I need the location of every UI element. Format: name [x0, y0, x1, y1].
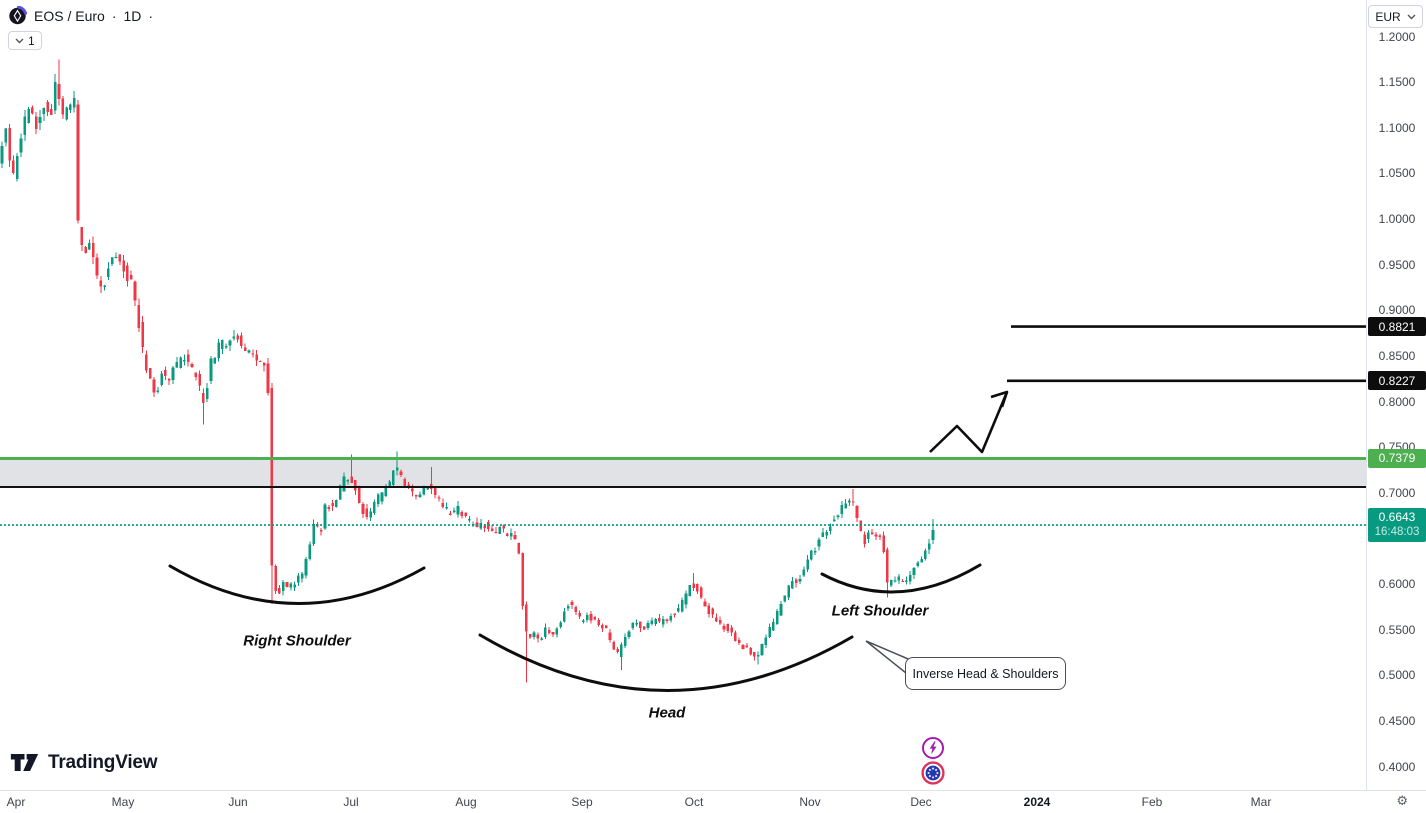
indicators-collapse-button[interactable]: 1 — [8, 31, 42, 50]
last-price-line — [0, 524, 1366, 527]
time-tick-Jul: Jul — [343, 795, 359, 809]
last-price-badge: 0.6643 16:48:03 — [1368, 508, 1426, 543]
header-separator: · — [111, 7, 117, 24]
time-tick-May: May — [111, 795, 135, 809]
currency-selector[interactable]: EUR — [1368, 5, 1423, 28]
left-shoulder-label[interactable]: Left Shoulder — [831, 602, 929, 620]
price-tick: 1.0000 — [1378, 212, 1416, 226]
price-label-0.8227: 0.8227 — [1368, 371, 1426, 391]
price-label-0.8821: 0.8821 — [1368, 317, 1426, 337]
time-tick-Jun: Jun — [228, 795, 248, 809]
last-price-value: 0.6643 — [1378, 510, 1416, 525]
symbol-interval: 1D — [123, 7, 142, 24]
chevron-down-icon — [1407, 14, 1416, 19]
price-tick: 1.2000 — [1378, 29, 1416, 44]
time-tick-Dec: Dec — [910, 795, 932, 809]
header-separator-2: · — [148, 7, 154, 24]
price-tick: 0.9500 — [1378, 257, 1416, 272]
head-label[interactable]: Head — [648, 704, 686, 722]
resistance-zone-bottom-line[interactable] — [0, 486, 1366, 489]
tradingview-logo[interactable]: TradingView — [10, 750, 158, 775]
projection-zigzag-arrow — [929, 391, 1009, 454]
price-tick: 0.8000 — [1378, 394, 1416, 409]
lightning-icon — [922, 737, 944, 759]
inverse-head-shoulders-callout[interactable]: Inverse Head & Shoulders — [905, 657, 1066, 690]
price-tick: 1.1000 — [1378, 120, 1416, 135]
price-tick: 0.6000 — [1378, 577, 1416, 591]
time-tick-Nov: Nov — [799, 795, 821, 809]
chevron-down-icon — [15, 38, 24, 43]
indicator-count: 1 — [28, 33, 35, 48]
price-tick: 0.9000 — [1378, 303, 1416, 318]
price-tick: 0.4000 — [1378, 759, 1416, 774]
price-tick: 1.0500 — [1378, 166, 1416, 181]
price-label-0.7379: 0.7379 — [1368, 448, 1426, 468]
chart-pane[interactable]: Right Shoulder Head Left Shoulder Invers… — [0, 0, 1366, 790]
time-tick-Sep: Sep — [571, 795, 593, 809]
bar-countdown: 16:48:03 — [1374, 526, 1420, 539]
callout-text: Inverse Head & Shoulders — [912, 666, 1059, 681]
tradingview-logo-icon — [10, 753, 39, 772]
euro-flag-icon — [921, 761, 945, 785]
time-axis-settings-gear-icon[interactable]: ⚙ — [1396, 794, 1408, 809]
time-tick-Oct: Oct — [684, 795, 704, 809]
price-tick: 0.4500 — [1378, 713, 1416, 728]
symbol-title: EOS / Euro — [34, 7, 105, 24]
eos-logo-icon — [9, 6, 27, 25]
time-tick-Feb: Feb — [1141, 795, 1163, 809]
right-shoulder-label[interactable]: Right Shoulder — [243, 632, 351, 650]
currency-selected: EUR — [1375, 9, 1401, 24]
price-tick: 0.5500 — [1378, 622, 1416, 637]
arrow-head — [990, 390, 1009, 408]
right-shoulder-arc — [168, 564, 426, 605]
time-tick-2024: 2024 — [1023, 795, 1051, 809]
resistance-zone[interactable] — [0, 458, 1366, 488]
price-tick: 0.5000 — [1378, 668, 1416, 683]
time-tick-Mar: Mar — [1250, 795, 1272, 809]
symbol-header[interactable]: EOS / Euro · 1D · — [8, 6, 153, 25]
time-tick-Aug: Aug — [455, 795, 477, 809]
price-tick: 1.1500 — [1378, 75, 1416, 90]
price-tick: 0.8500 — [1378, 348, 1416, 363]
price-tick: 0.7000 — [1378, 485, 1416, 500]
resistance-zone-top-line[interactable] — [0, 456, 1366, 460]
price-axis[interactable]: 1.2000 1.1500 1.1000 1.0500 1.0000 0.9500 0.90… — [1366, 0, 1426, 790]
time-axis[interactable]: ⚙ Apr May Jun Jul Aug Sep Oct Nov Dec 2024 Feb Mar — [0, 790, 1426, 813]
head-arc — [478, 633, 854, 692]
drawings-overlay[interactable] — [0, 0, 1366, 790]
time-tick-Apr: Apr — [6, 795, 26, 809]
left-shoulder-arc — [820, 563, 982, 594]
tradingview-logo-text: TradingView — [48, 751, 158, 773]
